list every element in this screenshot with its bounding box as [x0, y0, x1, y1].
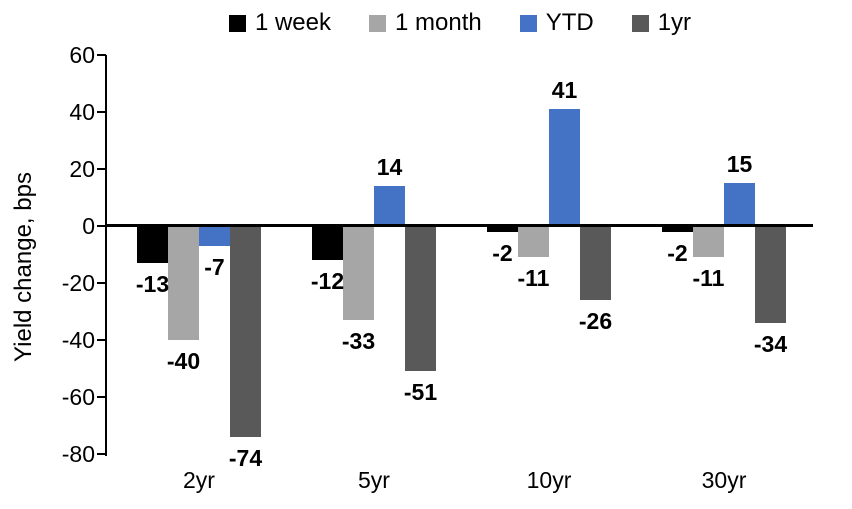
- bar-1-week-5yr: [312, 226, 343, 261]
- bar-label-1-month-5yr: -33: [341, 328, 376, 355]
- bar-1yr-2yr: [230, 226, 261, 437]
- zero-baseline: [105, 224, 813, 227]
- legend-label: 1 month: [394, 9, 482, 36]
- bar-label-1-month-10yr: -11: [517, 265, 550, 292]
- bar-label-ytd-30yr: 15: [726, 151, 753, 178]
- y-tick-label: 20: [69, 156, 95, 182]
- legend-item-1-month: 1 month: [368, 9, 482, 36]
- bar-label-1yr-2yr: -74: [228, 444, 263, 471]
- bar-ytd-5yr: [374, 186, 405, 226]
- y-tick-mark: [97, 225, 106, 227]
- y-tick-label: 40: [69, 99, 95, 125]
- y-tick-label: -20: [61, 270, 95, 296]
- bar-ytd-10yr: [549, 109, 580, 226]
- y-tick-label: -60: [61, 384, 95, 410]
- legend-swatch-1-month: [368, 14, 386, 32]
- bar-1-month-30yr: [693, 226, 724, 258]
- y-tick-mark: [97, 453, 106, 455]
- legend-swatch-1-week: [228, 14, 246, 32]
- category-label-10yr: 10yr: [526, 467, 572, 493]
- legend-swatch-1yr: [631, 14, 649, 32]
- legend-item-ytd: YTD: [519, 9, 594, 36]
- y-axis-line: [105, 55, 107, 456]
- bar-1-month-2yr: [168, 226, 199, 340]
- bar-label-ytd-5yr: 14: [376, 154, 403, 181]
- y-tick-mark: [97, 111, 106, 113]
- y-tick-label: 60: [69, 42, 95, 68]
- bar-label-1-week-10yr: -2: [492, 239, 513, 266]
- category-label-2yr: 2yr: [183, 467, 215, 493]
- bar-label-1yr-5yr: -51: [403, 379, 438, 406]
- bar-label-1-month-30yr: -11: [692, 265, 725, 292]
- y-tick-mark: [97, 282, 106, 284]
- y-tick-label: -80: [61, 441, 95, 467]
- legend-label: 1yr: [657, 9, 692, 36]
- bar-label-1-month-2yr: -40: [166, 348, 201, 374]
- bar-1yr-5yr: [405, 226, 436, 372]
- bar-1-month-5yr: [343, 226, 374, 321]
- bar-1yr-10yr: [580, 226, 611, 301]
- category-label-30yr: 30yr: [701, 467, 747, 493]
- chart-legend: 1 week 1 month YTD 1yr: [107, 11, 813, 35]
- y-tick-mark: [97, 339, 106, 341]
- bar-label-ytd-10yr: 41: [551, 77, 578, 104]
- bar-label-1yr-30yr: -34: [753, 330, 788, 357]
- legend-label: YTD: [545, 9, 594, 36]
- bar-1-week-2yr: [137, 226, 168, 264]
- y-tick-label: -40: [61, 327, 95, 353]
- bar-1-week-30yr: [662, 226, 693, 232]
- bar-ytd-30yr: [724, 183, 755, 226]
- bar-1-week-10yr: [487, 226, 518, 232]
- bar-1yr-30yr: [755, 226, 786, 323]
- y-tick-mark: [97, 168, 106, 170]
- bar-label-1-week-5yr: -12: [310, 268, 345, 295]
- bar-label-1yr-10yr: -26: [578, 308, 613, 335]
- bar-1-month-10yr: [518, 226, 549, 258]
- category-label-5yr: 5yr: [358, 467, 390, 493]
- bar-label-1-week-30yr: -2: [667, 239, 688, 266]
- bar-label-ytd-2yr: -7: [204, 253, 225, 280]
- legend-label: 1 week: [254, 9, 331, 36]
- bar-ytd-2yr: [199, 226, 230, 246]
- y-tick-label: 0: [82, 213, 95, 239]
- y-tick-mark: [97, 396, 106, 398]
- bar-label-1-week-2yr: -13: [135, 271, 170, 298]
- legend-item-1yr: 1yr: [631, 9, 692, 36]
- legend-item-1-week: 1 week: [228, 9, 331, 36]
- legend-swatch-ytd: [519, 14, 537, 32]
- y-tick-mark: [97, 54, 106, 56]
